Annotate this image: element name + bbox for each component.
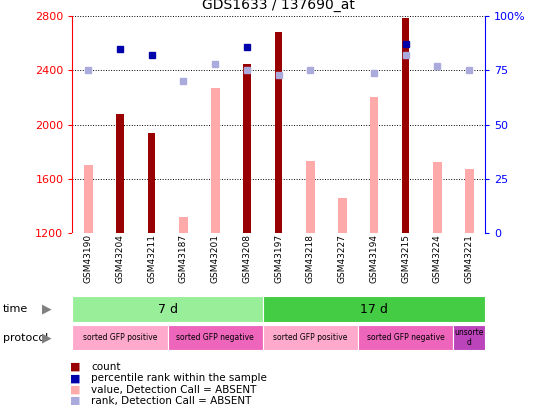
Text: protocol: protocol <box>3 333 48 343</box>
Bar <box>148 133 155 233</box>
Text: time: time <box>3 304 28 314</box>
Text: unsorte
d: unsorte d <box>455 328 484 347</box>
Text: ■: ■ <box>70 385 80 394</box>
Bar <box>338 198 347 233</box>
Title: GDS1633 / 137690_at: GDS1633 / 137690_at <box>202 0 355 13</box>
Bar <box>465 169 474 233</box>
Bar <box>275 32 282 233</box>
Text: value, Detection Call = ABSENT: value, Detection Call = ABSENT <box>91 385 257 394</box>
Bar <box>72 325 168 350</box>
Bar <box>358 325 453 350</box>
Text: sorted GFP negative: sorted GFP negative <box>367 333 444 342</box>
Text: sorted GFP positive: sorted GFP positive <box>83 333 157 342</box>
Bar <box>179 217 188 233</box>
Bar <box>306 161 315 233</box>
Text: ▶: ▶ <box>42 303 52 316</box>
Text: sorted GFP negative: sorted GFP negative <box>176 333 254 342</box>
Bar <box>72 296 263 322</box>
Bar <box>453 325 485 350</box>
Bar <box>433 162 442 233</box>
Bar <box>84 165 93 233</box>
Text: ■: ■ <box>70 396 80 405</box>
Bar <box>116 114 124 233</box>
Bar <box>168 325 263 350</box>
Text: ■: ■ <box>70 362 80 372</box>
Text: 17 d: 17 d <box>360 303 388 316</box>
Bar <box>263 325 358 350</box>
Bar <box>243 64 250 233</box>
Text: ▶: ▶ <box>42 331 52 344</box>
Bar <box>263 296 485 322</box>
Bar <box>402 17 410 233</box>
Bar <box>370 98 378 233</box>
Text: 7 d: 7 d <box>158 303 177 316</box>
Text: ■: ■ <box>70 373 80 383</box>
Text: percentile rank within the sample: percentile rank within the sample <box>91 373 267 383</box>
Text: sorted GFP positive: sorted GFP positive <box>273 333 348 342</box>
Text: rank, Detection Call = ABSENT: rank, Detection Call = ABSENT <box>91 396 251 405</box>
Bar <box>211 88 220 233</box>
Text: count: count <box>91 362 121 372</box>
